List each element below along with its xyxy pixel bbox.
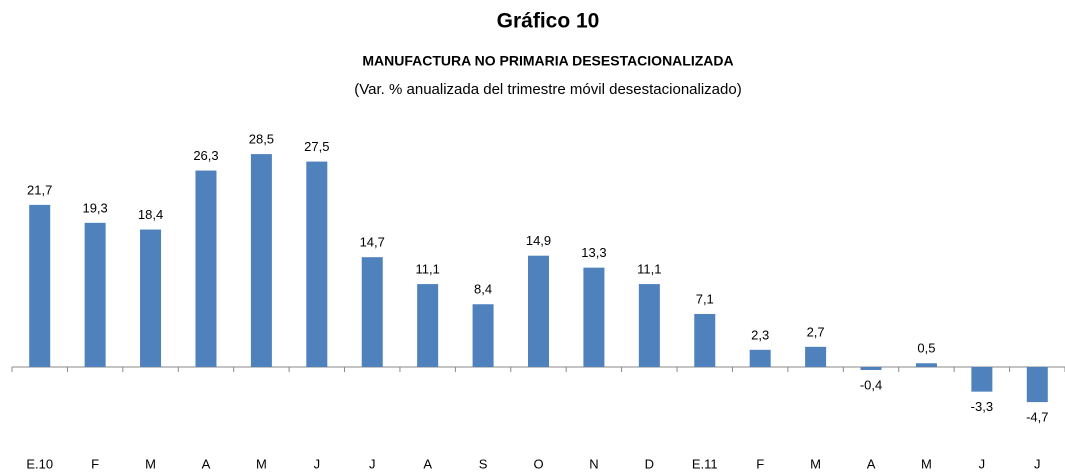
x-tick-label: M [145, 456, 156, 471]
bar [1026, 367, 1048, 403]
data-label: 21,7 [27, 182, 52, 197]
data-label: 19,3 [82, 200, 107, 215]
x-tick-label: M [256, 456, 267, 471]
x-tick-label: A [867, 456, 876, 471]
data-label: -3,3 [971, 399, 993, 414]
data-label: 13,3 [581, 245, 606, 260]
bar [195, 170, 217, 367]
x-tick-label: A [202, 456, 211, 471]
bar [140, 229, 162, 367]
x-tick-label: M [810, 456, 821, 471]
x-tick-label: M [921, 456, 932, 471]
data-label: 14,7 [360, 235, 385, 250]
bar [528, 255, 549, 367]
x-tick-label: S [479, 456, 488, 471]
data-label: 18,4 [138, 207, 163, 222]
x-tick-label: O [533, 456, 543, 471]
bar [84, 222, 106, 367]
x-tick-label: J [979, 456, 986, 471]
x-tick-label: F [91, 456, 99, 471]
bar [306, 161, 328, 367]
data-label: 27,5 [304, 139, 329, 154]
data-label: 0,5 [917, 341, 935, 356]
bar [915, 363, 937, 367]
x-tick-label: E.11 [692, 456, 718, 471]
data-label: 11,1 [637, 262, 661, 277]
bar [860, 367, 882, 370]
chart-subtitle: MANUFACTURA NO PRIMARIA DESESTACIONALIZA… [362, 53, 733, 69]
x-tick-label: N [589, 456, 598, 471]
bar [971, 367, 993, 392]
data-label: 7,1 [696, 291, 714, 306]
x-tick-label: J [1034, 456, 1041, 471]
bar [638, 284, 660, 367]
bar [749, 349, 771, 367]
x-tick-label: J [369, 456, 376, 471]
x-tick-label: E.10 [26, 456, 53, 471]
data-label: 8,4 [474, 282, 492, 297]
x-tick-label: F [756, 456, 764, 471]
bar [29, 204, 51, 367]
bar [250, 154, 272, 367]
chart-title: Gráfico 10 [497, 10, 600, 33]
data-label: -4,7 [1026, 410, 1048, 425]
data-label: 28,5 [249, 132, 274, 147]
bar [805, 346, 827, 367]
data-label: -0,4 [860, 377, 882, 392]
x-tick-label: D [645, 456, 654, 471]
bar [472, 304, 494, 367]
x-tick-label: A [423, 456, 432, 471]
chart-note: (Var. % anualizada del trimestre móvil d… [354, 81, 741, 98]
x-tick-label: J [314, 456, 321, 471]
data-label: 14,9 [526, 233, 551, 248]
data-label: 2,7 [807, 324, 825, 339]
data-label: 11,1 [415, 262, 439, 277]
bar [694, 313, 716, 367]
data-label: 26,3 [193, 148, 218, 163]
data-label: 2,3 [751, 327, 769, 342]
bar [361, 257, 383, 367]
bar [583, 267, 605, 367]
bar [417, 284, 439, 367]
